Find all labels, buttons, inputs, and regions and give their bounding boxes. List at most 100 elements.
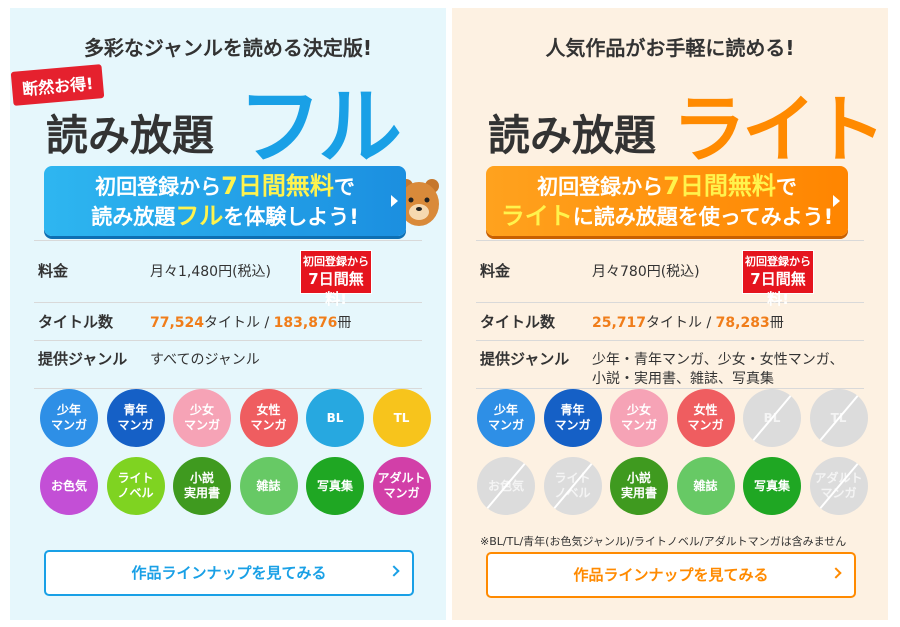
- unit: タイトル /: [646, 315, 712, 331]
- genre-value: 小説・実用書、雑誌、写真集: [592, 371, 774, 387]
- genre-chip-text: マンガ: [554, 418, 591, 432]
- genre-chip-text: BL: [326, 410, 344, 425]
- cta-line: ライトに読み放題を使ってみよう!: [486, 202, 848, 232]
- unit: タイトル /: [204, 315, 270, 331]
- genre-chip: 写真集: [306, 457, 364, 515]
- genre-chip: 少女 マンガ: [173, 389, 231, 447]
- genre-chip-text: 写真集: [316, 478, 353, 493]
- genre-chip: 写真集: [743, 457, 801, 515]
- disabled-slash: [750, 392, 794, 444]
- genre-chip-text: 雑誌: [693, 478, 718, 493]
- price-label: 料金: [38, 262, 69, 280]
- genre-chip: 青年 マンガ: [543, 389, 602, 447]
- genre-chip-text: 写真集: [753, 478, 790, 493]
- chevron: [388, 565, 400, 577]
- genre-chip: 雑誌: [676, 457, 735, 515]
- genre-chip: 小説 実用書: [610, 457, 668, 515]
- cta-text: 7日間: [663, 172, 728, 200]
- genre-chip-text: マンガ: [620, 418, 657, 432]
- genre-chip-text: 女性: [256, 403, 281, 417]
- genre-label: 提供ジャンル: [38, 350, 128, 368]
- genre-chip: お色気: [477, 457, 535, 515]
- title: 読み放題: [46, 111, 215, 160]
- free-badge: 初回登録から 7日間無料!: [300, 250, 372, 308]
- genre-chip-text: マンガ: [383, 486, 420, 500]
- free-badge-text: 初回登録から: [745, 255, 811, 268]
- tagline: 人気作品がお手軽に読める!: [545, 36, 795, 60]
- cta-text: を体験しよう!: [223, 205, 359, 229]
- cta-line: 読み放題フルを体験しよう!: [44, 202, 406, 232]
- genre-chip: 小説 実用書: [173, 457, 231, 515]
- chevron: [830, 567, 842, 579]
- plan-light: 人気作品がお手軽に読める! 読み放題 ライト 初回登録から7日間無料で ライトに読み放題…: [452, 8, 888, 620]
- free-badge-text: 初回登録から: [303, 255, 369, 268]
- genre-chip-text: 雑誌: [256, 478, 281, 493]
- tagline: 多彩なジャンルを読める決定版!: [83, 36, 373, 60]
- unit: 冊: [769, 315, 784, 331]
- genre-chip-text: 少年: [56, 403, 81, 417]
- cta-text: で: [333, 175, 355, 199]
- genre-chip-text: ノベル: [117, 486, 154, 500]
- cta-text: 初回登録から: [537, 175, 664, 199]
- lineup-button[interactable]: 作品ラインナップを見てみる: [486, 552, 856, 598]
- genre-chip: 女性 マンガ: [239, 389, 298, 447]
- titles-value: 25,717タイトル / 78,283冊: [592, 312, 784, 332]
- badge: 断然お得!: [10, 64, 105, 106]
- genre-chip-text: 少女: [189, 403, 214, 417]
- price-value: 月々780円(税込): [592, 264, 700, 280]
- separator: [476, 240, 864, 241]
- cta-arrow: [391, 195, 398, 207]
- note: ※BL/TL/青年(お色気ジャンル)/ライトノベル/アダルトマンガは含みません: [480, 535, 847, 548]
- cta-text: 無料: [285, 172, 334, 200]
- genre-chip: 雑誌: [239, 457, 298, 515]
- genre-chip-text: マンガ: [183, 418, 220, 432]
- price-value: 月々1,480円(税込): [150, 264, 272, 280]
- genre-chip: 少年 マンガ: [477, 389, 535, 447]
- genre-chip-text: 小説: [189, 471, 214, 485]
- title-count: 25,717: [592, 315, 647, 331]
- genre-chip-text: 青年: [560, 403, 585, 417]
- genre-chip: BL: [306, 389, 364, 447]
- genre-chip-text: マンガ: [50, 418, 87, 432]
- separator: [34, 302, 422, 303]
- genre-chip: ライト ノベル: [543, 457, 602, 515]
- separator: [34, 240, 422, 241]
- genre-chip-text: 少女: [626, 403, 651, 417]
- plan-full: 多彩なジャンルを読める決定版! 断然お得! 読み放題 フル 初回登録から7日間無料で 読み…: [10, 8, 446, 620]
- separator: [476, 340, 864, 341]
- disabled-slash: [816, 392, 861, 444]
- genre-chip-text: 実用書: [620, 486, 657, 500]
- title-accent: フル: [238, 78, 402, 176]
- genre-chip: お色気: [40, 457, 98, 515]
- genre-chip-text: 小説: [626, 471, 651, 485]
- genre-chip-text: ライト: [117, 471, 154, 485]
- titles-value: 77,524タイトル / 183,876冊: [150, 312, 351, 332]
- genre-chip-text: 少年: [493, 403, 518, 417]
- cta-text: ライト: [500, 202, 573, 230]
- cta-line: 初回登録から7日間無料で: [44, 172, 406, 202]
- cta-line: 初回登録から7日間無料で: [486, 172, 848, 202]
- lineup-button[interactable]: 作品ラインナップを見てみる: [44, 550, 414, 596]
- volume-count: 183,876: [273, 315, 338, 331]
- cta-banner[interactable]: 初回登録から7日間無料で 読み放題フルを体験しよう!: [44, 166, 406, 236]
- genre-chip: TL: [372, 389, 431, 447]
- genre-chip: BL: [743, 389, 801, 447]
- cta-text: 7日間: [221, 172, 286, 200]
- button-text: 作品ラインナップを見てみる: [573, 566, 769, 584]
- genre-chip: アダルト マンガ: [372, 457, 431, 515]
- title-count: 77,524: [150, 315, 205, 331]
- genre-chip: 女性 マンガ: [676, 389, 735, 447]
- genre-value: すべてのジャンル: [150, 352, 260, 368]
- genre-chip-text: 女性: [693, 403, 718, 417]
- separator: [34, 388, 422, 389]
- free-badge: 初回登録から 7日間無料!: [742, 250, 814, 308]
- genre-chip: TL: [809, 389, 868, 447]
- cta-banner[interactable]: 初回登録から7日間無料で ライトに読み放題を使ってみよう!: [486, 166, 848, 236]
- price-label: 料金: [480, 262, 511, 280]
- separator: [476, 302, 864, 303]
- genre-chip-text: マンガ: [487, 418, 524, 432]
- button-text: 作品ラインナップを見てみる: [131, 564, 327, 582]
- genre-chip-text: アダルト: [814, 471, 863, 485]
- genre-chip: 少女 マンガ: [610, 389, 668, 447]
- genre-chip-text: マンガ: [687, 418, 724, 432]
